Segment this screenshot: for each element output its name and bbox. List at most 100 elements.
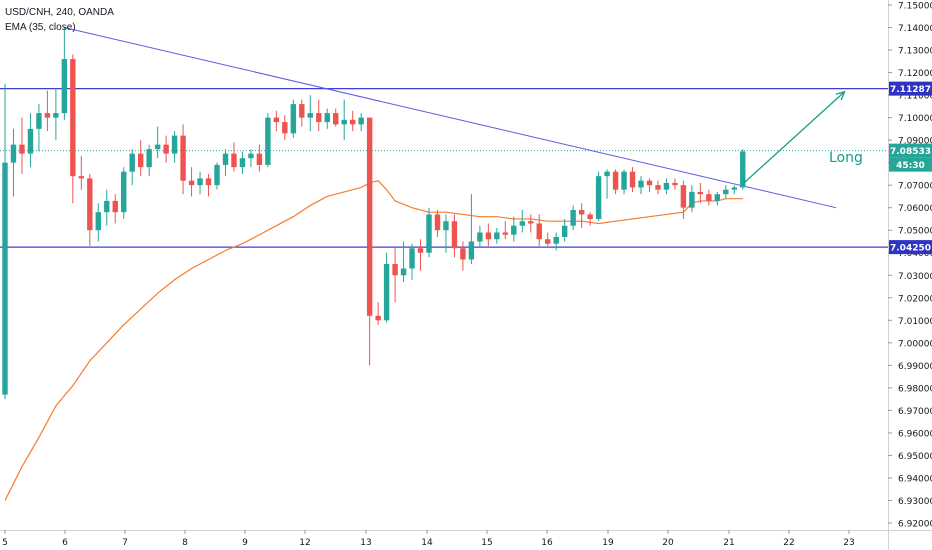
candle — [205, 173, 212, 197]
candle-body — [477, 232, 483, 242]
y-tick-label: 7.00000 — [898, 339, 932, 349]
candle-body — [307, 113, 313, 118]
candle — [70, 54, 76, 204]
candle-body — [434, 214, 441, 231]
candle — [485, 223, 492, 246]
candle-body — [171, 135, 178, 154]
candle — [578, 203, 585, 228]
y-tick-label: 7.15000 — [898, 2, 932, 12]
candle — [146, 144, 152, 177]
candle — [663, 178, 670, 195]
bar-countdown-badge-bg — [889, 157, 932, 172]
candle — [61, 27, 68, 120]
candle — [434, 209, 441, 237]
candle — [570, 205, 576, 231]
candle — [375, 302, 381, 325]
candle-body — [273, 117, 280, 123]
support-price-badge: 7.04250 — [890, 244, 931, 254]
candle-body — [460, 248, 466, 260]
candle-body — [333, 113, 339, 125]
y-tick-label: 6.94000 — [898, 474, 932, 484]
candle-body — [324, 113, 330, 123]
ema-indicator-label: EMA (35, close) — [5, 22, 76, 33]
candle — [10, 128, 17, 197]
candle-body — [680, 185, 687, 208]
candle — [95, 203, 101, 242]
candle-body — [231, 153, 237, 168]
resistance-price-badge: 7.11287 — [890, 85, 931, 95]
candle-body — [723, 189, 729, 195]
y-tick-label: 7.09000 — [898, 137, 932, 147]
candle-body — [697, 191, 704, 195]
candle — [680, 180, 687, 219]
candle — [163, 135, 169, 163]
x-tick-label: 5 — [2, 538, 8, 548]
candle — [188, 167, 195, 197]
candle-body — [400, 268, 407, 276]
candle-body — [392, 264, 398, 276]
candle-body — [612, 171, 619, 190]
support-price-badge-bg — [889, 240, 932, 255]
descending-trendline — [64, 27, 837, 209]
resistance-price-badge-bg — [889, 81, 932, 96]
candle-body — [502, 232, 509, 235]
candle — [697, 182, 704, 204]
candle-body — [70, 59, 76, 177]
candle-body — [672, 182, 678, 186]
candle-body — [655, 185, 661, 190]
candle — [604, 169, 610, 199]
candle — [299, 99, 305, 127]
x-tick-label: 21 — [723, 538, 734, 548]
candle-body — [95, 212, 101, 231]
candle — [655, 180, 661, 195]
candle-body — [2, 162, 8, 395]
candle-body — [646, 180, 653, 186]
candle-body — [137, 153, 144, 168]
candle — [333, 108, 339, 127]
candle — [129, 149, 135, 186]
candle-body — [561, 225, 568, 237]
candle-body — [87, 178, 93, 231]
candle-body — [188, 180, 195, 186]
candle — [316, 99, 322, 132]
x-tick-label: 9 — [242, 538, 248, 548]
candle — [528, 214, 534, 233]
y-tick-label: 7.05000 — [898, 227, 932, 237]
candle — [545, 232, 551, 246]
candle-body — [27, 128, 34, 154]
candle — [104, 189, 110, 226]
candle-body — [731, 187, 737, 190]
candle — [417, 239, 424, 271]
candle-body — [621, 171, 627, 190]
y-tick-label: 7.11000 — [898, 92, 932, 102]
candle — [511, 216, 517, 242]
candle-body — [383, 264, 390, 321]
candle — [265, 113, 271, 168]
candle-body — [485, 232, 492, 240]
candle — [282, 115, 288, 141]
candle — [536, 214, 542, 246]
y-tick-label: 7.03000 — [898, 272, 932, 282]
candle-body — [290, 104, 297, 134]
candle — [502, 221, 509, 240]
y-tick-label: 6.95000 — [898, 452, 932, 462]
candle — [256, 144, 263, 172]
candle — [36, 104, 42, 152]
candle — [2, 83, 8, 400]
candle — [78, 155, 85, 190]
candle — [154, 126, 161, 159]
candle — [112, 194, 118, 224]
candle — [443, 214, 449, 253]
candle-body — [358, 117, 364, 125]
candle — [689, 185, 695, 213]
candle-body — [197, 178, 203, 186]
candle — [231, 142, 237, 172]
candle-body — [341, 119, 347, 125]
candle — [121, 167, 127, 219]
x-tick-label: 19 — [602, 538, 614, 548]
candle — [740, 149, 746, 190]
current-price-badge: 7.08533 — [890, 147, 931, 157]
candle — [324, 108, 330, 129]
y-tick-label: 7.13000 — [898, 47, 932, 57]
